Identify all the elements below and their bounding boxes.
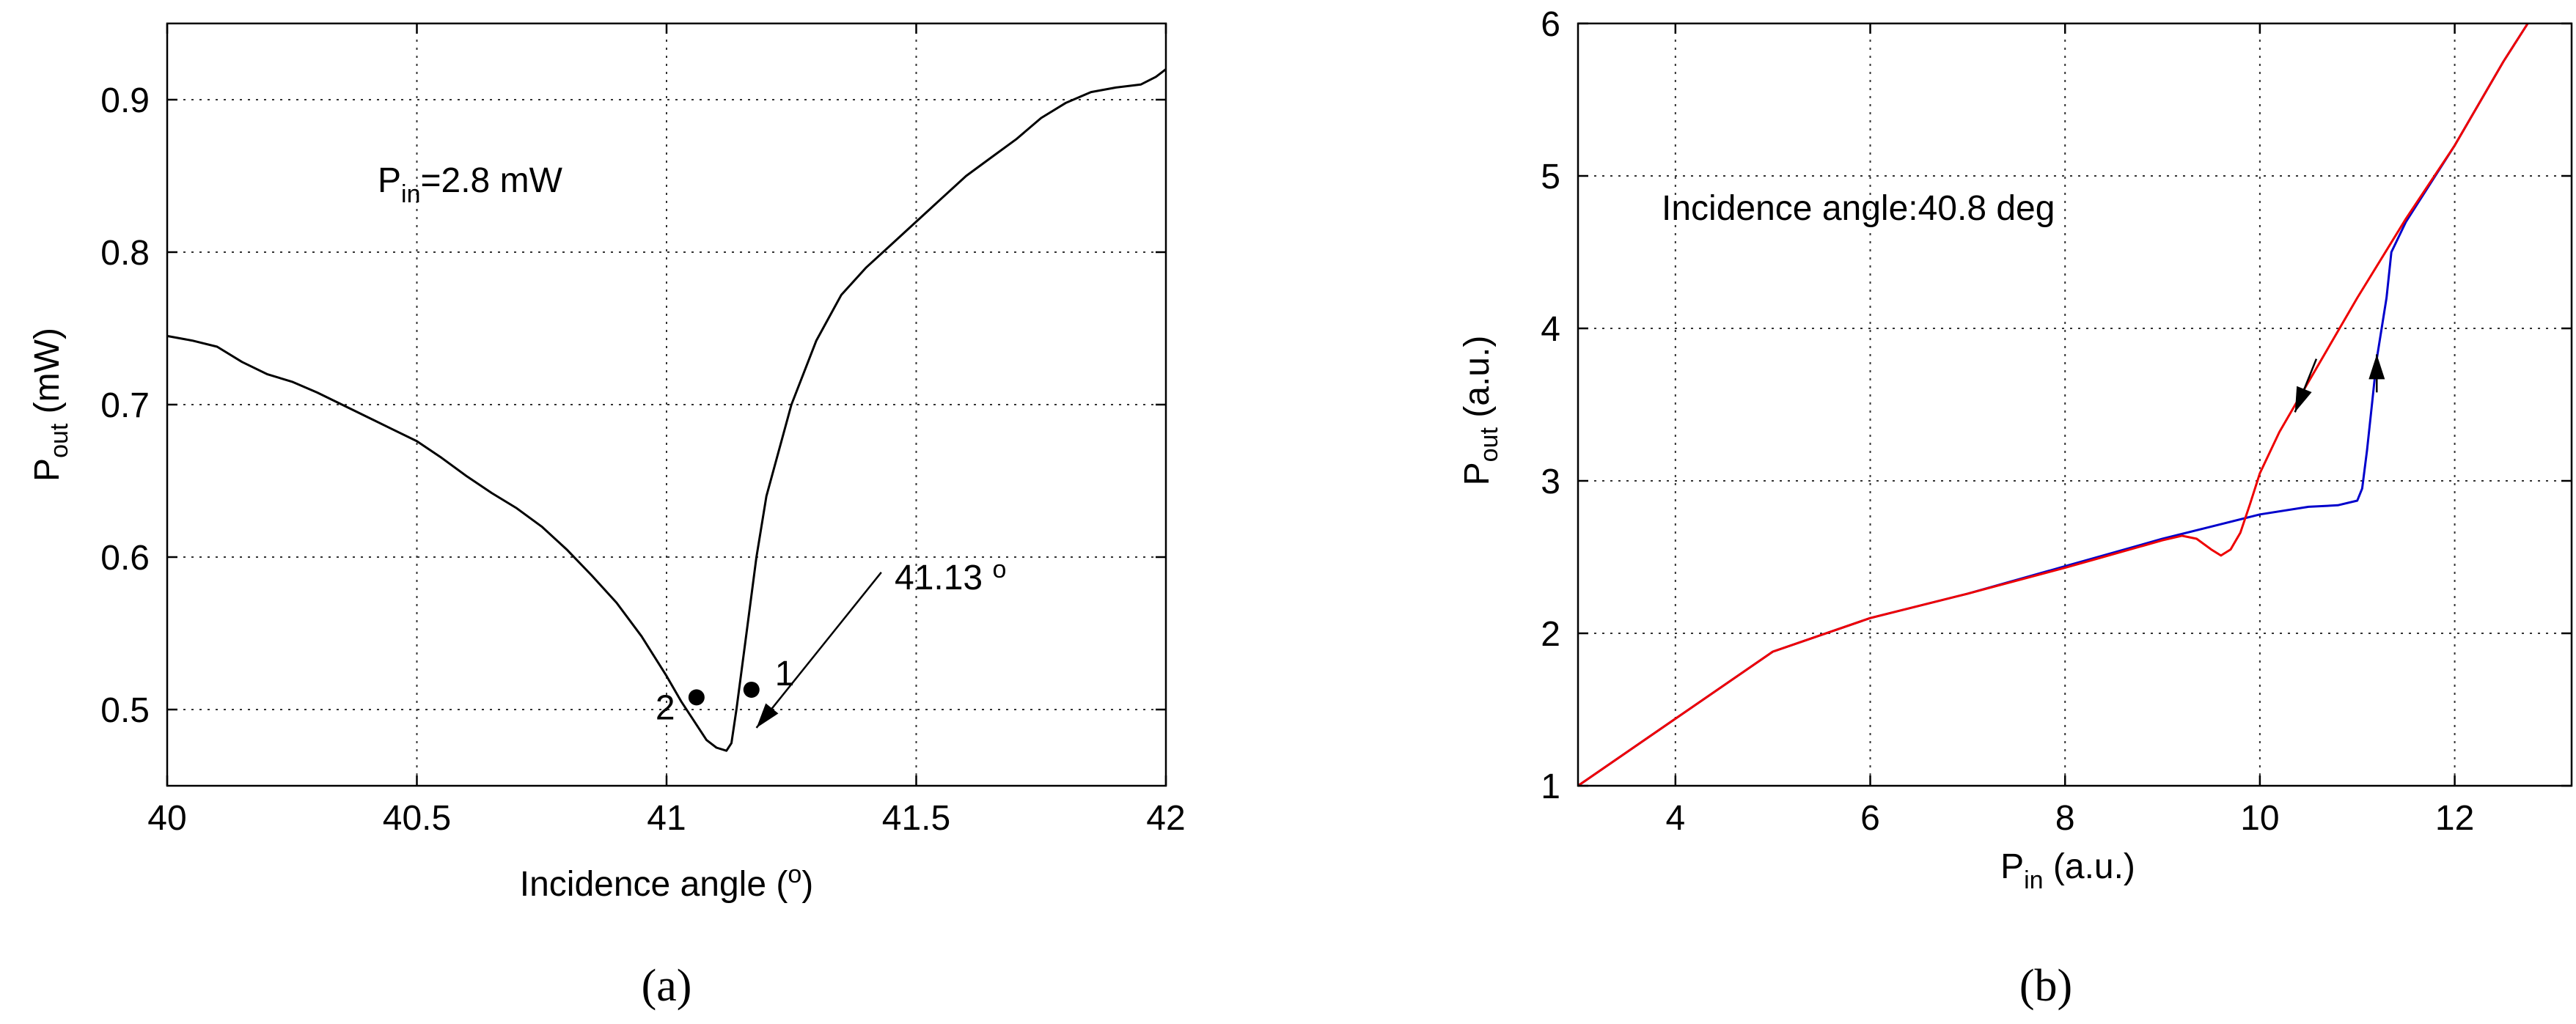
b-xtick-label: 10 [2240, 799, 2279, 838]
b-ytick-label: 2 [1541, 615, 1560, 654]
marker-point-1 [743, 681, 760, 698]
panel-label-b: (b) [2019, 961, 2072, 1011]
arrow-min-angle-head [756, 703, 779, 728]
arrow-min-angle [755, 572, 882, 729]
tick-layer-a: 40 40.5 41 41.5 42 0.5 0.6 0.7 0.8 0.9 [100, 23, 1186, 838]
x-axis-label-a: Incidence angle (o) [520, 861, 813, 904]
b-xtick-label: 4 [1665, 799, 1685, 838]
y-axis-label-b: Pout (a.u.) [1458, 336, 1503, 486]
marker-label-1: 1 [775, 655, 795, 693]
a-xtick-label: 40 [147, 799, 186, 838]
a-ytick-label: 0.7 [100, 386, 150, 425]
b-ytick-label: 1 [1541, 767, 1560, 806]
plot-frame-b [1577, 22, 2573, 787]
a-ytick-label: 0.9 [100, 81, 150, 120]
a-ytick-label: 0.5 [100, 691, 150, 730]
grid-b [1578, 23, 2572, 786]
a-ytick-label: 0.6 [100, 539, 150, 578]
hysteresis-arrow-1-head [2368, 354, 2385, 380]
b-series-line-1 [1577, 23, 2529, 787]
a-xtick-label: 41.5 [882, 799, 950, 838]
b-ytick-label: 6 [1541, 5, 1560, 44]
grid-a [167, 23, 1166, 786]
b-xtick-label: 6 [1860, 799, 1880, 838]
point-layer-a: 12 [656, 572, 882, 729]
b-xtick-label: 12 [2435, 799, 2474, 838]
a-xtick-label: 40.5 [383, 799, 451, 838]
marker-point-2 [688, 689, 705, 706]
a-xtick-label: 41 [647, 799, 686, 838]
panel-label-a: (a) [642, 961, 692, 1011]
annotation-incidence-angle: Incidence angle:40.8 deg [1662, 189, 2055, 228]
arrow-min-angle-shaft [755, 572, 882, 729]
a-series-line-0 [166, 68, 1167, 752]
x-axis-label-b: Pin (a.u.) [2000, 847, 2135, 894]
b-series-line-0 [1577, 23, 2529, 787]
hysteresis-arrow-0-head [2294, 386, 2312, 413]
chart-a: 40 40.5 41 41.5 420.50.60.70.80.9 Pout (mW) … [28, 22, 1186, 1011]
a-xtick-label: 42 [1146, 799, 1185, 838]
hysteresis-arrow-0 [2294, 358, 2318, 413]
y-axis-label-a: Pout (mW) [28, 328, 73, 482]
b-ytick-label: 5 [1541, 158, 1560, 196]
a-ytick-label: 0.8 [100, 234, 150, 273]
annotation-pin: Pin=2.8 mW [378, 161, 563, 208]
b-ytick-label: 4 [1541, 310, 1560, 349]
arrow-layer-b [2294, 354, 2385, 413]
b-ytick-label: 3 [1541, 463, 1560, 501]
annotation-angle: 41.13 o [895, 556, 1006, 597]
marker-label-2: 2 [656, 688, 675, 727]
b-xtick-label: 8 [2055, 799, 2075, 838]
series-layer-b [1577, 23, 2529, 787]
hysteresis-arrow-1 [2368, 354, 2385, 393]
series-layer-a [166, 68, 1167, 752]
